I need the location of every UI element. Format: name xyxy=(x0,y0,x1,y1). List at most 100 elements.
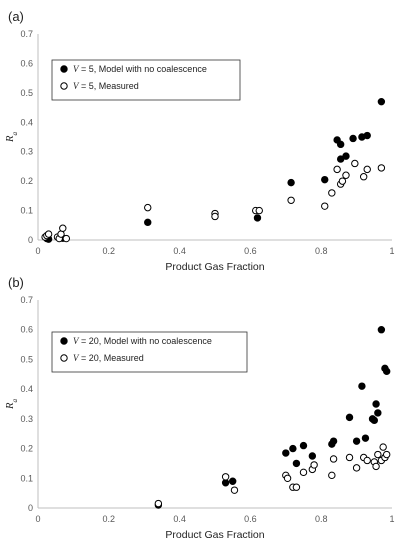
legend-var: V xyxy=(73,336,80,346)
legend-marker-model xyxy=(60,337,68,345)
y-tick-label: 0.3 xyxy=(20,414,33,424)
panel-label: (b) xyxy=(8,275,24,290)
y-axis-label-sub: a xyxy=(11,399,19,403)
data-point-measured xyxy=(255,206,263,215)
legend-label-measured: V = 5, Measured xyxy=(73,81,139,91)
y-axis-label: Ra xyxy=(5,132,19,143)
data-point-measured xyxy=(62,234,71,243)
x-axis-label: Product Gas Fraction xyxy=(165,261,264,273)
chart-panel-a: (a) 0 0.1 0.2 0.3 0.4 0.5 0.6 0.7 0 0.2 0.4 0.6 0.8 1 P… xyxy=(5,9,395,273)
data-point-model xyxy=(144,218,152,227)
x-tick-label: 0.6 xyxy=(244,246,257,256)
x-tick-label: 1 xyxy=(389,246,394,256)
y-tick-label: 0.7 xyxy=(20,29,33,39)
data-point-measured xyxy=(363,456,371,465)
data-point-measured xyxy=(333,165,341,174)
legend-text: = 5, Measured xyxy=(79,81,139,91)
y-tick-label: 0.2 xyxy=(20,176,33,186)
y-tick-label: 0.4 xyxy=(20,384,33,394)
data-point-measured xyxy=(211,212,219,221)
legend-text: = 5, Model with no coalescence xyxy=(79,64,207,74)
x-tick-label: 0.4 xyxy=(173,514,186,524)
y-tick-label: 0.3 xyxy=(20,147,33,157)
data-point-model xyxy=(363,131,371,140)
data-point-model xyxy=(287,178,295,187)
data-point-model xyxy=(336,140,345,149)
x-tick-label: 0 xyxy=(35,514,40,524)
y-tick-label: 0.6 xyxy=(20,58,33,68)
legend-marker-measured xyxy=(60,82,68,90)
y-tick-label: 0.1 xyxy=(20,206,33,216)
x-tick-label: 1 xyxy=(389,514,394,524)
data-point-measured xyxy=(342,171,350,179)
legend-box xyxy=(51,331,248,373)
y-tick-label: 0.7 xyxy=(20,295,33,305)
y-tick-label: 0.6 xyxy=(20,325,33,335)
data-point-measured xyxy=(230,486,239,494)
data-point-measured xyxy=(329,455,338,463)
data-point-model xyxy=(370,416,378,425)
data-point-model xyxy=(229,477,237,485)
y-axis-label-main: R xyxy=(5,135,16,143)
legend-text: = 20, Measured xyxy=(79,353,144,363)
data-point-measured xyxy=(321,202,329,210)
x-tick-label: 0.2 xyxy=(103,246,116,256)
data-point-measured xyxy=(345,453,354,462)
data-point-model xyxy=(329,437,338,445)
y-tick-label: 0.2 xyxy=(20,444,33,454)
data-point-model xyxy=(321,175,329,184)
data-point-model xyxy=(358,382,366,390)
data-point-measured xyxy=(221,473,230,481)
data-point-model xyxy=(299,441,308,450)
legend-marker-measured xyxy=(60,354,68,362)
data-point-measured xyxy=(44,230,53,238)
data-point-measured xyxy=(292,483,301,491)
y-axis-label-sub: a xyxy=(11,132,19,136)
data-point-measured xyxy=(299,468,308,477)
data-point-model xyxy=(377,326,386,334)
data-point-measured xyxy=(363,165,371,174)
y-tick-label: 0.5 xyxy=(20,354,33,364)
data-point-measured xyxy=(310,461,318,469)
data-point-measured xyxy=(352,464,361,472)
data-point-measured xyxy=(374,450,382,459)
data-point-measured xyxy=(351,159,359,168)
x-axis-label: Product Gas Fraction xyxy=(165,529,264,541)
data-point-measured xyxy=(377,164,386,172)
y-tick-label: 0.5 xyxy=(20,88,33,98)
legend-label-model: V = 5, Model with no coalescence xyxy=(73,64,207,74)
legend-var: V xyxy=(73,81,80,91)
legend-text: = 20, Model with no coalescence xyxy=(79,336,212,346)
x-tick-label: 0 xyxy=(35,246,40,256)
y-tick-label: 0 xyxy=(28,503,33,513)
data-point-model xyxy=(372,400,380,408)
chart-panel-b: (b) 0 0.1 0.2 0.3 0.4 0.5 0.6 0.7 0 0.2 0.4 0.6 0.8 1 P… xyxy=(5,275,395,541)
data-point-measured xyxy=(372,462,380,471)
x-tick-label: 0.8 xyxy=(315,514,328,524)
data-point-model xyxy=(377,97,386,106)
data-point-model xyxy=(352,437,361,445)
legend-box xyxy=(51,59,241,101)
data-point-model xyxy=(308,452,317,460)
legend-label-measured: V = 20, Measured xyxy=(73,353,144,363)
data-point-model xyxy=(292,459,301,468)
data-point-measured xyxy=(379,443,387,451)
legend-var: V xyxy=(73,353,80,363)
data-point-measured xyxy=(154,499,163,508)
data-point-measured xyxy=(338,177,347,185)
data-point-model xyxy=(342,152,350,160)
data-point-measured xyxy=(328,471,336,480)
x-tick-label: 0.2 xyxy=(103,514,116,524)
y-tick-label: 0 xyxy=(28,235,33,245)
y-tick-label: 0.4 xyxy=(20,117,33,127)
data-point-model xyxy=(289,444,297,453)
panel-label: (a) xyxy=(8,9,24,24)
legend-var: V xyxy=(73,64,80,74)
data-point-measured xyxy=(382,450,391,459)
data-point-measured xyxy=(287,196,295,204)
legend-marker-model xyxy=(60,65,68,73)
data-point-model xyxy=(361,434,370,442)
y-axis-label-main: R xyxy=(5,402,16,410)
data-point-model xyxy=(349,134,357,143)
